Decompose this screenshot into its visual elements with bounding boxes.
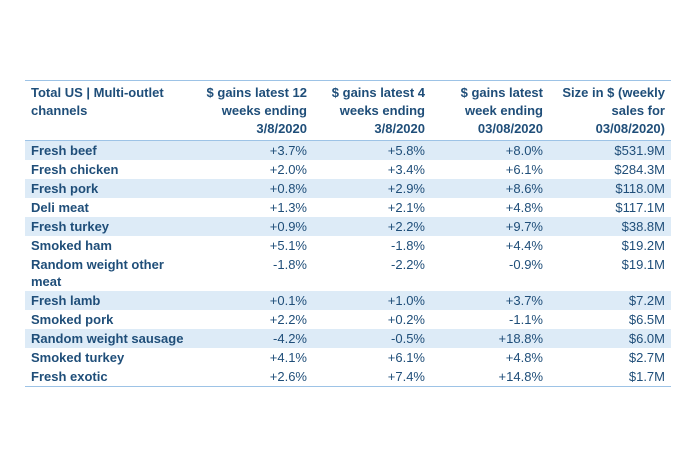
gain-week-cell: +6.1% bbox=[505, 162, 543, 177]
size-cell: $1.7M bbox=[549, 367, 671, 387]
table-row: Random weight other meat -1.8% -2.2% -0.9% $… bbox=[25, 255, 671, 291]
table-row: Random weight sausage -4.2% -0.5% +18.8% $6.… bbox=[25, 329, 671, 348]
table-row: Fresh turkey +0.9% +2.2% +9.7% $38.8M bbox=[25, 217, 671, 236]
table-row: Fresh chicken +2.0% +3.4% +6.1% $284.3M bbox=[25, 160, 671, 179]
gain-4-weeks-cell: +7.4% bbox=[313, 367, 431, 387]
product-name-cell: Random weight sausage bbox=[25, 329, 195, 348]
table-row: Fresh pork +0.8% +2.9% +8.6% $118.0M bbox=[25, 179, 671, 198]
gain-12-weeks-cell: +1.3% bbox=[269, 200, 307, 215]
product-name-cell: Fresh exotic bbox=[25, 367, 195, 387]
product-name-cell: Deli meat bbox=[31, 200, 89, 215]
header-channels: Total US | Multi-outlet channels bbox=[25, 80, 195, 141]
gain-week-cell: +8.0% bbox=[431, 140, 549, 160]
gain-12-weeks-cell: +3.7% bbox=[195, 140, 313, 160]
size-cell: $2.7M bbox=[628, 350, 665, 365]
product-name-cell: Fresh pork bbox=[25, 179, 195, 198]
product-name-cell: Random weight other meat bbox=[31, 257, 164, 289]
header-gains-week: $ gains latest week ending 03/08/2020 bbox=[431, 80, 549, 141]
gain-week-cell: +3.7% bbox=[431, 291, 549, 310]
gain-12-weeks-cell: -4.2% bbox=[195, 329, 313, 348]
size-cell: $284.3M bbox=[614, 162, 665, 177]
gain-12-weeks-cell: -1.8% bbox=[273, 257, 307, 272]
table-body: Fresh beef +3.7% +5.8% +8.0% $531.9M Fresh ch… bbox=[25, 140, 671, 387]
meat-sales-table: Total US | Multi-outlet channels $ gains… bbox=[25, 80, 671, 387]
gain-4-weeks-cell: +1.0% bbox=[313, 291, 431, 310]
gain-week-cell: +4.8% bbox=[505, 350, 543, 365]
gain-4-weeks-cell: +0.2% bbox=[387, 312, 425, 327]
gain-4-weeks-cell: +6.1% bbox=[387, 350, 425, 365]
header-gains-4-weeks: $ gains latest 4 weeks ending 3/8/2020 bbox=[313, 80, 431, 141]
header-gains-12-weeks: $ gains latest 12 weeks ending 3/8/2020 bbox=[195, 80, 313, 141]
table-row: Smoked ham +5.1% -1.8% +4.4% $19.2M bbox=[25, 236, 671, 255]
table-row: Smoked pork +2.2% +0.2% -1.1% $6.5M bbox=[25, 310, 671, 329]
product-name-cell: Fresh chicken bbox=[31, 162, 119, 177]
gain-week-cell: -0.9% bbox=[509, 257, 543, 272]
table-row: Fresh exotic +2.6% +7.4% +14.8% $1.7M bbox=[25, 367, 671, 387]
gain-week-cell: -1.1% bbox=[509, 312, 543, 327]
header-size: Size in $ (weekly sales for 03/08/2020) bbox=[549, 80, 671, 141]
gain-4-weeks-cell: -1.8% bbox=[391, 238, 425, 253]
size-cell: $7.2M bbox=[549, 291, 671, 310]
gain-12-weeks-cell: +2.6% bbox=[195, 367, 313, 387]
size-cell: $19.2M bbox=[621, 238, 665, 253]
gain-4-weeks-cell: +5.8% bbox=[313, 140, 431, 160]
gain-12-weeks-cell: +0.8% bbox=[195, 179, 313, 198]
product-name-cell: Fresh lamb bbox=[25, 291, 195, 310]
gain-4-weeks-cell: -0.5% bbox=[313, 329, 431, 348]
gain-week-cell: +4.4% bbox=[505, 238, 543, 253]
product-name-cell: Fresh beef bbox=[25, 140, 195, 160]
size-cell: $6.0M bbox=[549, 329, 671, 348]
gain-4-weeks-cell: +2.9% bbox=[313, 179, 431, 198]
gain-4-weeks-cell: +2.2% bbox=[313, 217, 431, 236]
table-row: Smoked turkey +4.1% +6.1% +4.8% $2.7M bbox=[25, 348, 671, 367]
gain-4-weeks-cell: -2.2% bbox=[391, 257, 425, 272]
table-row: Fresh beef +3.7% +5.8% +8.0% $531.9M bbox=[25, 140, 671, 160]
product-name-cell: Fresh turkey bbox=[25, 217, 195, 236]
size-cell: $38.8M bbox=[549, 217, 671, 236]
product-name-cell: Smoked turkey bbox=[31, 350, 125, 365]
gain-week-cell: +4.8% bbox=[505, 200, 543, 215]
gain-week-cell: +14.8% bbox=[431, 367, 549, 387]
gain-week-cell: +18.8% bbox=[431, 329, 549, 348]
gain-12-weeks-cell: +2.2% bbox=[269, 312, 307, 327]
size-cell: $6.5M bbox=[628, 312, 665, 327]
gain-12-weeks-cell: +4.1% bbox=[269, 350, 307, 365]
size-cell: $118.0M bbox=[549, 179, 671, 198]
header-row: Total US | Multi-outlet channels $ gains… bbox=[25, 80, 671, 141]
product-name-cell: Smoked pork bbox=[31, 312, 114, 327]
table-row: Deli meat +1.3% +2.1% +4.8% $117.1M bbox=[25, 198, 671, 217]
size-cell: $19.1M bbox=[621, 257, 665, 272]
gain-12-weeks-cell: +0.9% bbox=[195, 217, 313, 236]
product-name-cell: Smoked ham bbox=[31, 238, 112, 253]
size-cell: $531.9M bbox=[549, 140, 671, 160]
table-row: Fresh lamb +0.1% +1.0% +3.7% $7.2M bbox=[25, 291, 671, 310]
gain-week-cell: +8.6% bbox=[431, 179, 549, 198]
gain-week-cell: +9.7% bbox=[431, 217, 549, 236]
gain-12-weeks-cell: +5.1% bbox=[269, 238, 307, 253]
gain-4-weeks-cell: +3.4% bbox=[387, 162, 425, 177]
gain-12-weeks-cell: +2.0% bbox=[269, 162, 307, 177]
size-cell: $117.1M bbox=[615, 200, 665, 215]
gain-12-weeks-cell: +0.1% bbox=[195, 291, 313, 310]
gain-4-weeks-cell: +2.1% bbox=[387, 200, 425, 215]
